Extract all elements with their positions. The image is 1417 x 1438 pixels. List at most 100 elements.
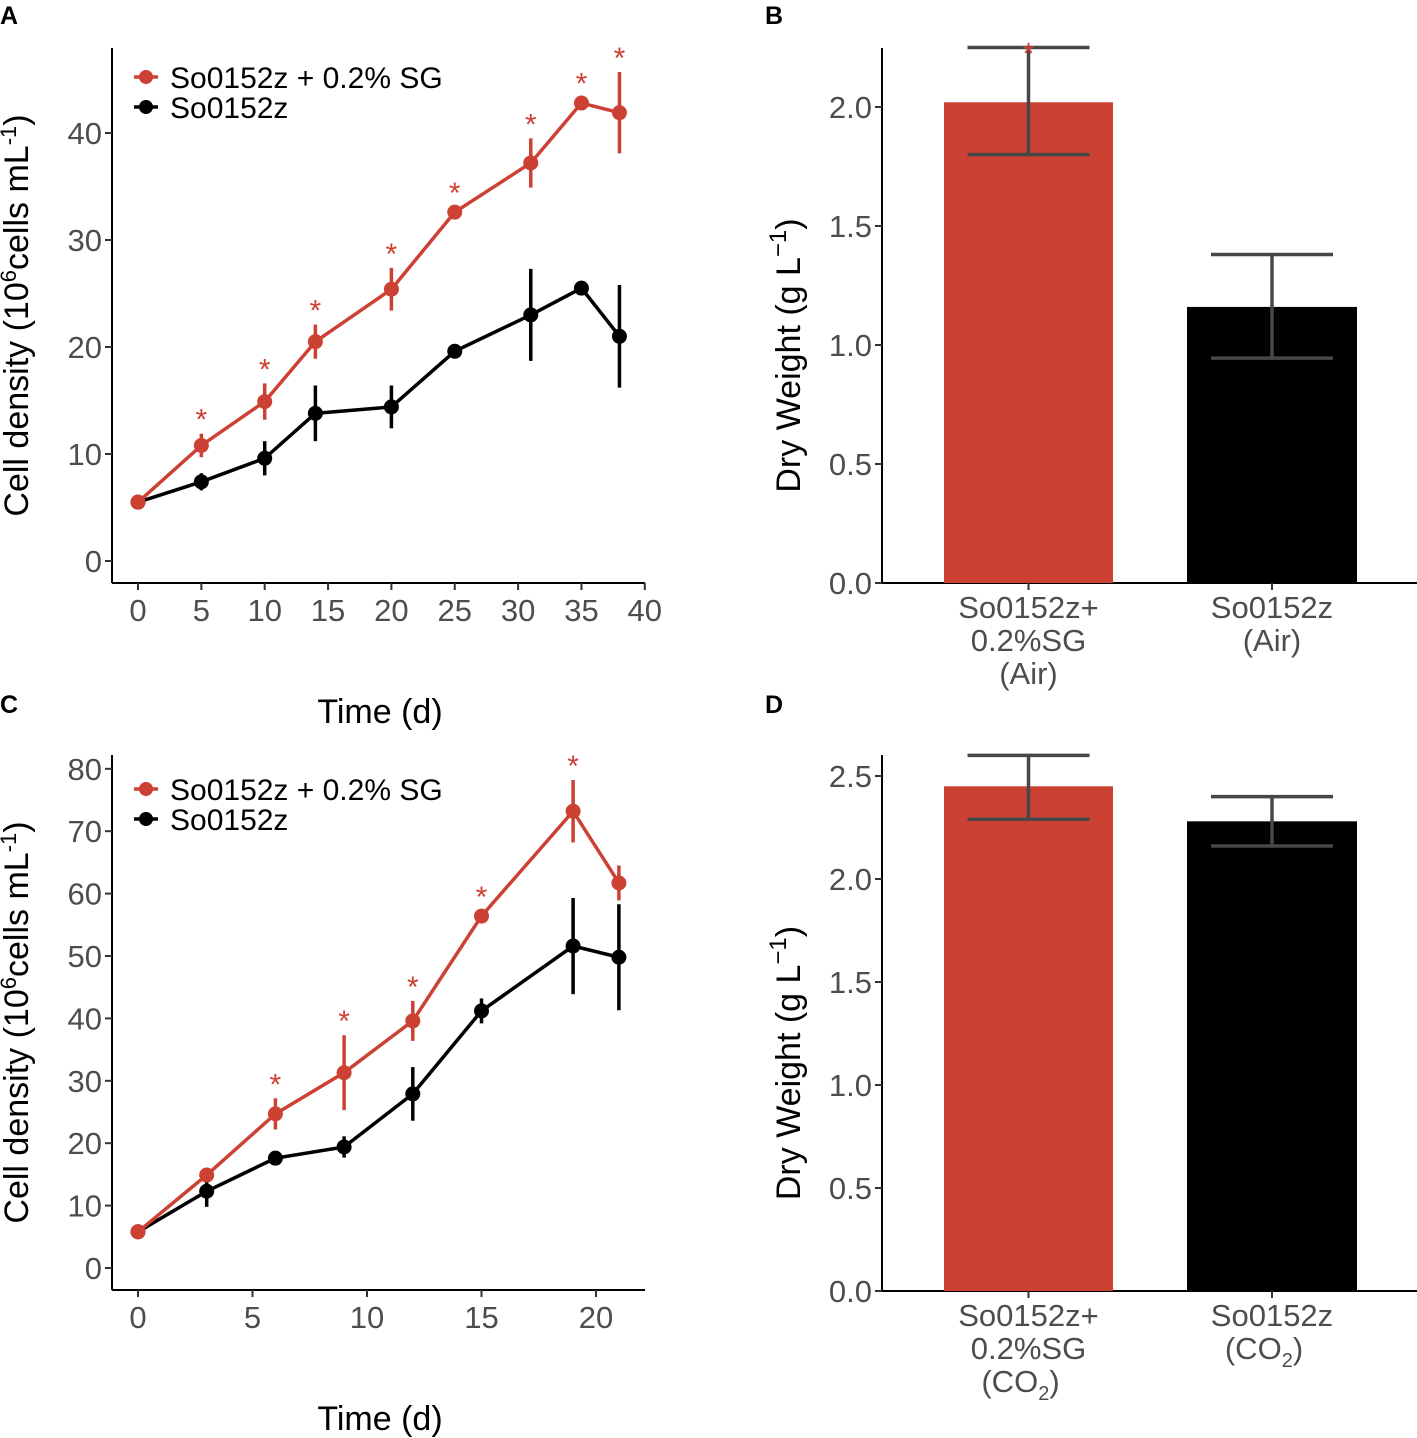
bar: [944, 786, 1113, 1291]
y-axis-title: Dry Weight (g L−1): [765, 926, 808, 1200]
data-point: [383, 281, 399, 297]
data-point: [336, 1065, 352, 1081]
legend-label: So0152z: [170, 804, 288, 837]
significance-marker: *: [407, 971, 419, 1004]
significance-marker: *: [338, 1005, 350, 1038]
significance-marker: *: [386, 238, 398, 271]
y-tick-label: 0.0: [829, 566, 872, 601]
y-tick-label: 2.5: [829, 759, 872, 794]
data-point: [523, 307, 539, 323]
legend-marker: [139, 100, 153, 114]
series-treated: * * * * * * * *: [130, 42, 627, 510]
x-tick-label: 30: [501, 593, 535, 628]
x-tick-label: 20: [579, 1300, 613, 1335]
x-tick-label: 0: [129, 1300, 146, 1335]
series-line: [137, 944, 620, 1234]
y-tick-label: 30: [68, 223, 102, 258]
legend-marker: [139, 70, 153, 84]
x-tick-label: 0: [129, 593, 146, 628]
y-tick-label: 2.0: [829, 90, 872, 125]
x-tick-label: 20: [374, 593, 408, 628]
data-point: [267, 1106, 283, 1122]
y-tick-label: 70: [68, 814, 102, 849]
data-point: [257, 450, 273, 466]
bar: [1187, 821, 1357, 1291]
x-tick-label: So0152z (Air): [1211, 590, 1333, 658]
y-tick-label: 80: [68, 752, 102, 787]
data-point: [611, 105, 627, 121]
legend-label: So0152z + 0.2% SG: [170, 62, 443, 95]
series-control: [130, 897, 627, 1240]
panel-d-bar-chart: 0.0 0.5 1.0 1.5 2.0 2.5 Dry Weight (g L−1) So01…: [765, 753, 1417, 1405]
data-point: [199, 1167, 215, 1183]
y-tick-label: 10: [68, 437, 102, 472]
panel-b-bar-chart: 0.0 0.5 1.0 1.5 2.0 Dry Weight (g L−1) * So0152…: [765, 38, 1417, 691]
error-bar: [1211, 794, 1333, 848]
y-tick-label: 1.0: [829, 328, 872, 363]
x-tick-label: 5: [244, 1300, 261, 1335]
legend-marker: [139, 812, 153, 826]
x-tick-label: 5: [193, 593, 210, 628]
error-bar: [967, 753, 1090, 822]
y-tick-label: 0.0: [829, 1274, 872, 1309]
legend-label: So0152z: [170, 92, 288, 125]
y-tick-label: 20: [68, 330, 102, 365]
series-treated: * * * * *: [130, 750, 627, 1240]
legend-label: So0152z + 0.2% SG: [170, 774, 443, 807]
data-point: [573, 280, 589, 296]
y-tick-label: 0.5: [829, 447, 872, 482]
panel-label-d: D: [765, 691, 783, 719]
data-point: [336, 1139, 352, 1155]
series-line: [136, 808, 621, 1234]
x-tick-label: 35: [564, 593, 598, 628]
data-point: [405, 1086, 421, 1102]
data-point: [257, 394, 273, 410]
panel-label-a: A: [0, 2, 18, 30]
data-point: [383, 399, 399, 415]
series-line: [137, 285, 621, 504]
significance-marker: *: [614, 42, 626, 75]
data-point: [447, 343, 463, 359]
legend-marker: [139, 782, 153, 796]
y-tick-label: 1.0: [829, 1068, 872, 1103]
y-tick-label: 1.5: [829, 965, 872, 1000]
x-tick-label: 40: [628, 593, 662, 628]
data-point: [447, 204, 463, 220]
data-point: [565, 938, 581, 954]
significance-marker: *: [196, 404, 208, 437]
data-point: [193, 437, 209, 453]
data-point: [573, 95, 589, 111]
y-axis-title: Cell density (106cells mL-1): [0, 114, 36, 516]
significance-marker: *: [259, 353, 271, 386]
data-point: [130, 494, 146, 510]
data-point: [193, 474, 209, 490]
x-tick-label: 15: [464, 1300, 498, 1335]
x-tick-label: So0152z+ 0.2%SG (CO2): [958, 1298, 1098, 1405]
y-tick-label: 60: [68, 877, 102, 912]
series-control: [130, 268, 627, 510]
x-tick-label: 10: [350, 1300, 384, 1335]
y-tick-label: 0: [85, 1251, 102, 1286]
x-axis-title: Time (d): [317, 693, 442, 731]
data-point: [199, 1183, 215, 1199]
data-point: [307, 334, 323, 350]
data-point: [611, 875, 627, 891]
data-point: [130, 1224, 146, 1240]
x-tick-label: 15: [311, 593, 345, 628]
significance-marker: *: [449, 177, 461, 210]
significance-marker: *: [1023, 38, 1035, 71]
panel-a-line-chart: 0 10 20 30 40 0 5 10 15 20 25 30 35 40 Time (d) Cell de…: [0, 42, 662, 731]
significance-marker: *: [576, 68, 588, 101]
significance-marker: *: [476, 881, 488, 914]
y-tick-label: 20: [68, 1126, 102, 1161]
y-tick-label: 10: [68, 1189, 102, 1224]
data-point: [611, 328, 627, 344]
y-tick-label: 2.0: [829, 862, 872, 897]
y-tick-label: 30: [68, 1064, 102, 1099]
panel-label-c: C: [0, 691, 18, 719]
panel-label-b: B: [765, 2, 783, 30]
x-tick-label: 25: [438, 593, 472, 628]
bar: [944, 102, 1113, 584]
data-point: [474, 908, 489, 924]
